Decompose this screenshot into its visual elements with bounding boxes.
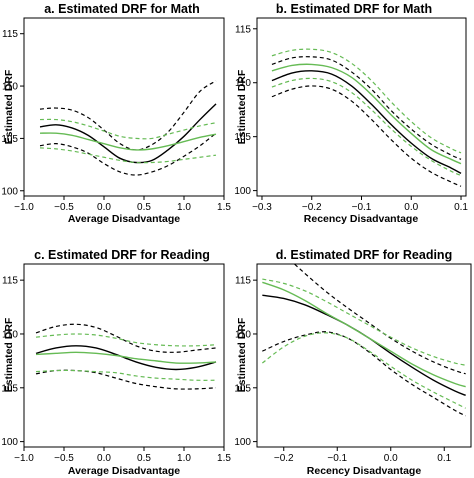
panel-a-series-black-band — [39, 80, 217, 151]
panel-c-ticks: −1.0 −0.5 0.0 0.5 1.0 1.5 100 105 110 115 — [1, 276, 231, 464]
panel-a-y-tick-label: 115 — [2, 29, 18, 40]
panel-a-x-tick-label: −0.5 — [54, 202, 74, 213]
panel-a-x-tick-label: 0.0 — [97, 202, 111, 213]
panel-a-series-black-band — [39, 132, 217, 176]
panel-c-x-tick-label: 0.5 — [137, 453, 151, 464]
panel-d-x-tick-label: −0.2 — [274, 453, 294, 464]
panel-c-lines — [35, 323, 217, 390]
panel-a-x-tick-label: 1.0 — [177, 202, 191, 213]
panel-b-series-black-band — [271, 56, 462, 160]
panel-c-y-tick-label: 105 — [1, 383, 18, 394]
panel-c-ylabel: Estimated DRF — [3, 317, 15, 392]
panel-b-ticks: −0.3 −0.2 −0.1 0.0 0.1 100 105 110 115 — [234, 24, 468, 213]
panel-a-y-tick-label: 100 — [1, 186, 18, 197]
panel-a-y-tick-label: 110 — [2, 82, 18, 93]
panel-d-y-tick-label: 115 — [235, 276, 251, 287]
panel-d-x-tick-label: 0.0 — [384, 453, 398, 464]
panel-c-series-green-band — [35, 369, 217, 381]
panel-c-title: c. Estimated DRF for Reading — [34, 248, 210, 262]
panel-a-x-tick-label: 1.5 — [217, 202, 231, 213]
panel-d-series-green-band — [262, 278, 466, 366]
panel-a-xlabel: Average Disadvantage — [68, 213, 180, 225]
panel-b-y-tick-label: 115 — [235, 24, 251, 35]
panel-b-series-green-band — [271, 48, 462, 154]
panel-c-y-tick-label: 100 — [1, 437, 18, 448]
panel-a-frame — [23, 17, 225, 197]
panel-d-series-black-band — [293, 264, 466, 375]
panel-d-y-tick-label: 100 — [234, 437, 251, 448]
panel-c-x-tick-label: 0.0 — [97, 453, 111, 464]
panel-d: d. Estimated DRF for Reading −0.2 −0.1 0.0… — [234, 248, 472, 477]
panel-b-x-tick-label: 0.0 — [404, 202, 418, 213]
panel-b-x-tick-label: −0.1 — [352, 202, 372, 213]
panel-b-series-black-band — [271, 85, 462, 187]
panel-c-series-black-band — [35, 323, 217, 353]
panel-b-series-green-estimate — [271, 63, 462, 165]
panel-d-x-tick-label: −0.1 — [327, 453, 347, 464]
panel-a: a. Estimated DRF for Math −1.0 −0.5 0.0 0.5… — [1, 2, 231, 225]
panel-b-x-tick-label: −0.2 — [302, 202, 322, 213]
panel-b-ylabel: Estimated DRF — [236, 69, 248, 144]
panel-c: c. Estimated DRF for Reading −1.0 −0.5 0.0… — [1, 248, 231, 477]
panel-b-title: b. Estimated DRF for Math — [276, 2, 432, 16]
panel-b-frame — [256, 17, 467, 197]
panel-c-series-green-band — [35, 333, 217, 347]
panel-c-y-tick-label: 110 — [2, 329, 18, 340]
panel-c-x-tick-label: 1.0 — [177, 453, 191, 464]
panel-d-series-green-band — [261, 332, 466, 409]
panel-d-series-black-estimate — [262, 294, 466, 396]
panel-a-x-tick-label: 0.5 — [137, 202, 151, 213]
panel-c-x-tick-label: −0.5 — [54, 453, 74, 464]
panel-b-series-green-band — [271, 77, 462, 177]
panel-c-frame — [23, 263, 225, 448]
panel-b-y-tick-label: 105 — [234, 132, 251, 143]
panel-a-ylabel: Estimated DRF — [3, 69, 15, 144]
panel-a-lines — [39, 80, 217, 176]
panel-a-title: a. Estimated DRF for Math — [44, 2, 200, 16]
panel-b-x-tick-label: 0.1 — [454, 202, 468, 213]
panel-c-x-tick-label: −1.0 — [14, 453, 34, 464]
panel-d-ylabel: Estimated DRF — [236, 317, 248, 392]
panel-a-ticks: −1.0 −0.5 0.0 0.5 1.0 1.5 100 105 110 115 — [1, 29, 231, 213]
panel-c-y-tick-label: 115 — [2, 276, 18, 287]
panel-a-x-tick-label: −1.0 — [14, 202, 34, 213]
panel-d-frame — [256, 263, 472, 448]
panel-d-y-tick-label: 110 — [235, 329, 251, 340]
panel-d-series-black-band — [262, 331, 466, 417]
panel-d-title: d. Estimated DRF for Reading — [276, 248, 452, 262]
panel-b-y-tick-label: 110 — [235, 78, 251, 89]
panel-d-series-green-estimate — [262, 281, 466, 388]
panel-c-xlabel: Average Disadvantage — [68, 465, 180, 477]
panel-b-series-black-estimate — [271, 70, 462, 174]
panel-c-x-tick-label: 1.5 — [217, 453, 231, 464]
panel-d-lines — [261, 264, 466, 417]
panel-a-y-tick-label: 105 — [1, 134, 18, 145]
panel-d-ticks: −0.2 −0.1 0.0 0.1 100 105 110 115 — [234, 276, 451, 464]
panel-d-xlabel: Recency Disadvantage — [307, 465, 422, 477]
panel-b-x-tick-label: −0.3 — [252, 202, 272, 213]
panel-d-y-tick-label: 105 — [234, 383, 251, 394]
panel-c-series-green-estimate — [35, 351, 217, 364]
panel-c-series-black-estimate — [35, 345, 217, 371]
panel-a-series-green-band — [39, 118, 217, 140]
panel-c-series-black-band — [35, 369, 217, 390]
panel-a-series-green-band — [39, 147, 217, 164]
panel-a-series-green-estimate — [39, 132, 217, 151]
panel-a-series-black-estimate — [39, 103, 217, 164]
panel-b-xlabel: Recency Disadvantage — [304, 213, 419, 225]
panel-d-x-tick-label: 0.1 — [437, 453, 451, 464]
panel-b-y-tick-label: 100 — [234, 186, 251, 197]
panel-b: b. Estimated DRF for Math −0.3 −0.2 −0.1 0.… — [234, 2, 468, 225]
panel-b-lines — [271, 48, 462, 187]
